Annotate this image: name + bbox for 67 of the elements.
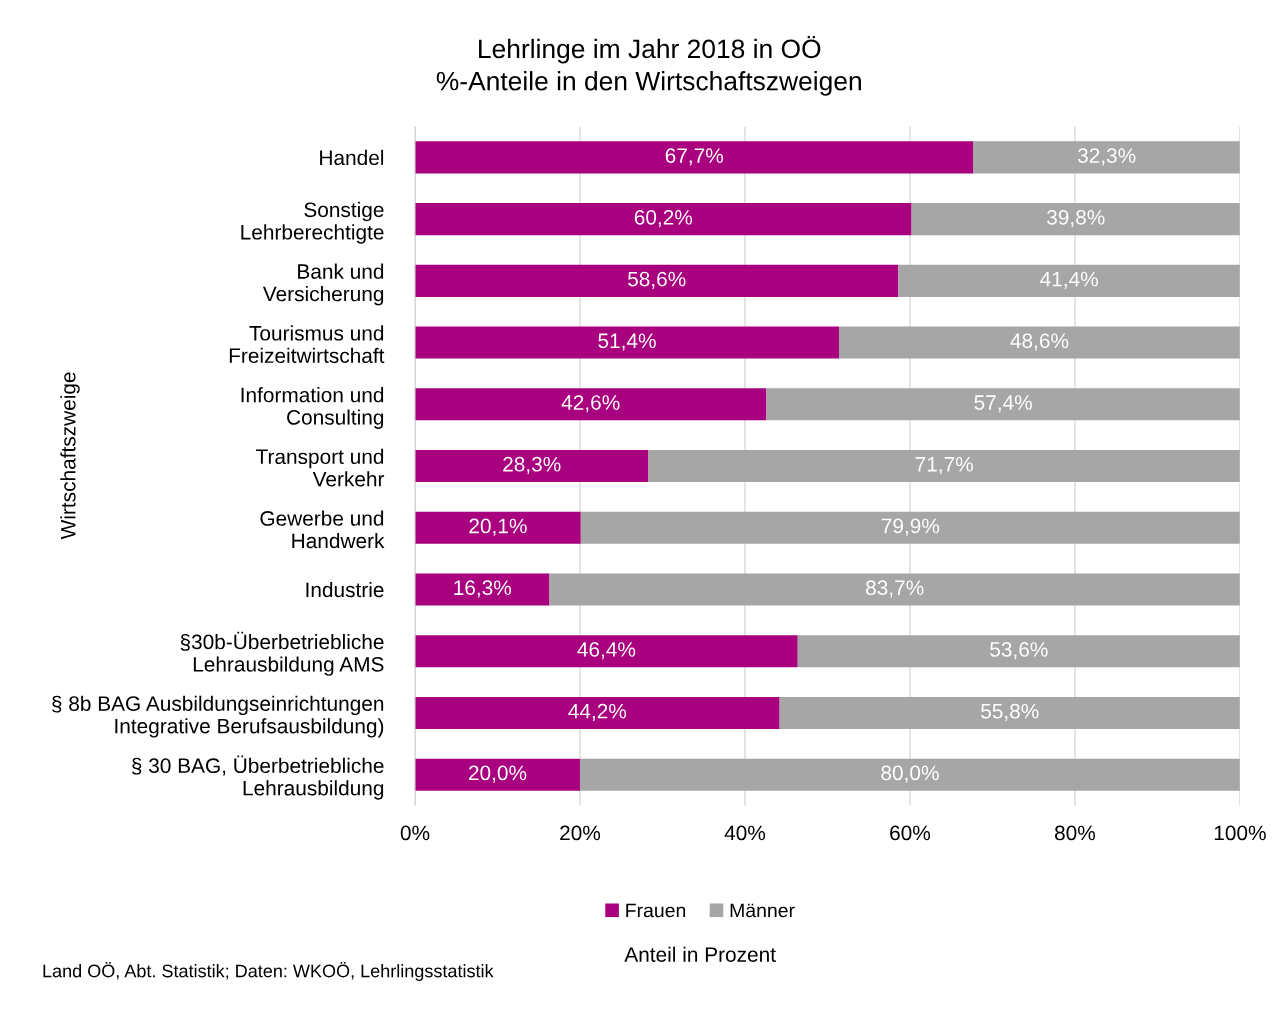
x-tick-label: 0% [400,825,430,841]
bar [779,696,1240,729]
chart-title: Lehrlinge im Jahr 2018 in OÖ %-Anteile in den Wirtschaftszweigen [436,35,861,96]
bar [797,635,1240,668]
bar [648,449,1240,483]
y-tick-label: § 30 BAG, Überbetriebliche Lehrausbildung [132,755,384,800]
y-tick-label: Transport und Verkehr [256,448,385,487]
data-label: 60,2% [634,209,693,228]
bar [579,758,1240,791]
bar [415,696,780,729]
text: Land OÖ, Abt. Statistik; Daten: WKOÖ, Lehrlingsstatistik [43,962,494,981]
data-label: 20,1% [469,518,527,536]
bar [766,388,1240,421]
y-tick-label: § 8b BAG Ausbildungseinrichtungen Integrative Berufsausbildung) [52,695,384,738]
text: Anteil in Prozent [624,946,776,962]
data-label: 46,4% [577,642,636,660]
bar [415,264,899,297]
legend-label: Frauen [626,903,686,918]
data-label: 71,7% [915,456,973,475]
data-label: 55,8% [981,703,1039,722]
bar [415,141,974,174]
data-label: 79,9% [881,518,940,536]
x-tick-label: 100% [1214,825,1266,841]
y-axis-title: Wirtschaftszweige [60,372,80,540]
data-label: 39,8% [1047,209,1105,228]
y-tick-label: Industrie [306,581,384,598]
y-tick-label: Bank und Versicherung [262,263,384,306]
y-tick-label: Tourismus und Freizeitwirtschaft [229,325,385,364]
x-tick-label: 40% [724,825,766,841]
x-tick-label: 80% [1054,825,1096,841]
data-label: 16,3% [454,580,512,598]
bar [973,141,1240,174]
bar [898,264,1240,297]
data-label: 48,6% [1010,333,1069,351]
bar [839,326,1240,359]
data-label: 80,0% [881,765,939,783]
y-tick-label: Handel [320,149,384,166]
bar [415,758,580,791]
data-label: 83,7% [866,580,924,598]
data-label: 28,3% [503,456,561,475]
legend-label: Männer [730,903,795,918]
data-label: 51,4% [598,333,656,351]
bar [911,203,1240,236]
data-label: 20,0% [469,765,527,783]
data-label: 57,4% [974,395,1032,413]
y-tick-label: Sonstige Lehrberechtigte [241,201,384,244]
bar [415,326,839,359]
data-label: 53,6% [990,642,1048,660]
bar [415,449,649,483]
bar [549,573,1240,606]
data-label: 32,3% [1077,148,1136,166]
x-tick-label: 20% [560,825,601,841]
x-tick-label: 60% [890,825,931,841]
bar [415,203,912,236]
bar [580,511,1240,544]
bar [415,573,550,606]
bar [415,388,767,421]
bar [415,511,581,544]
bar [415,635,798,668]
data-label: 67,7% [665,148,724,166]
y-tick-label: Gewerbe und Handwerk [260,510,385,549]
data-label: 41,4% [1040,271,1098,289]
data-label: 58,6% [627,271,686,289]
y-tick-label: Information und Consulting [241,387,384,429]
data-label: 42,6% [561,395,620,413]
y-tick-label: §30b-Überbetriebliche Lehrausbildung AMS [180,631,384,676]
data-label: 44,2% [568,703,627,722]
